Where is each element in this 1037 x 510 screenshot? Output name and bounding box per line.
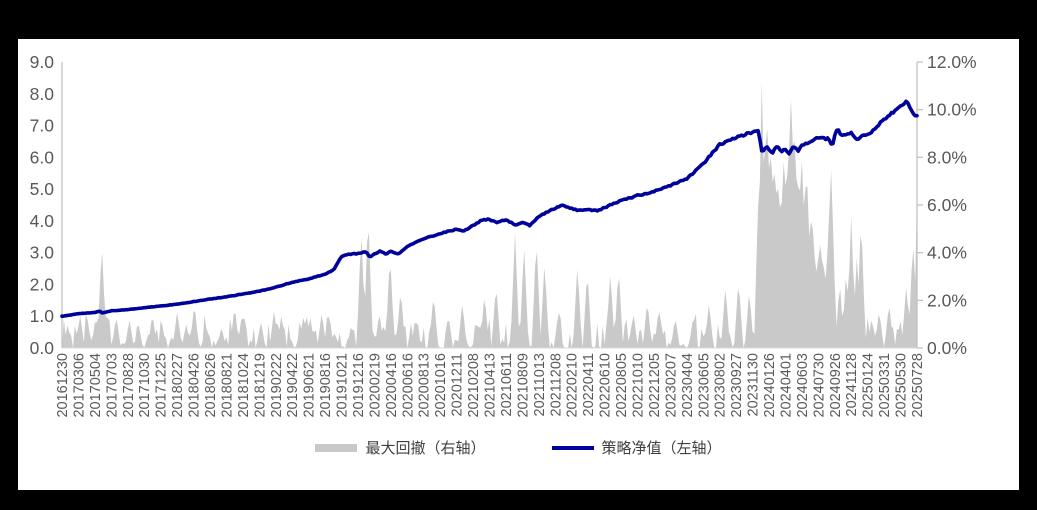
x-axis-tick-label: 20221010 xyxy=(630,353,646,418)
x-axis-tick-label: 20250728 xyxy=(910,353,926,418)
x-axis-tick-label: 20240126 xyxy=(762,353,778,418)
x-axis-tick-label: 20190222 xyxy=(269,353,285,418)
y-axis-tick-label: 0.0 xyxy=(30,338,55,358)
x-axis-tick-label: 20230207 xyxy=(663,353,679,418)
x-axis-tick-label: 20201211 xyxy=(450,353,466,416)
max-drawdown-area xyxy=(62,81,917,348)
x-axis-tick-label: 20211013 xyxy=(532,353,548,416)
x-axis-tick-label: 20240401 xyxy=(778,353,794,418)
x-axis-tick-label: 20191021 xyxy=(335,353,351,418)
drawdown-area-swatch xyxy=(315,443,358,452)
x-axis-tick-label: 20230927 xyxy=(729,353,745,418)
x-axis-tick-label: 20211208 xyxy=(548,353,564,416)
x-axis-tick-label: 20190816 xyxy=(318,353,334,418)
x-axis-tick-label: 20181219 xyxy=(252,353,268,418)
x-axis-tick-label: 20220610 xyxy=(598,353,614,418)
x-axis-tick-label: 20231130 xyxy=(746,353,762,416)
y-axis-tick-label: 3.0 xyxy=(30,243,55,263)
x-axis-tick-label: 20171030 xyxy=(137,353,153,418)
x-axis-tick-label: 20190422 xyxy=(285,353,301,418)
x-axis-tick-label: 20200219 xyxy=(367,353,383,418)
drawdown-nav-chart: 9.0 8.0 7.0 6.0 5.0 4.0 3.0 2.0 1.0 0.0 12.0% 10.0%… xyxy=(30,52,977,418)
legend-label-max-drawdown: 最大回撤（右轴） xyxy=(365,439,486,457)
y-axis-tick-label: 6.0 xyxy=(30,147,55,167)
x-axis-tick-label: 20180821 xyxy=(219,353,235,418)
x-axis-tick-label: 20171225 xyxy=(154,353,170,418)
x-axis-tick-label: 20200616 xyxy=(400,353,416,418)
x-axis-tick-label: 20230605 xyxy=(696,353,712,418)
y-axis-right-tick-label: 12.0% xyxy=(927,52,977,72)
x-axis-tick-label: 20201016 xyxy=(433,353,449,418)
x-axis-tick-label: 20190621 xyxy=(302,353,318,418)
x-axis-tick-label: 20220210 xyxy=(565,353,581,418)
x-axis-tick-label: 20230802 xyxy=(713,353,729,418)
x-axis-tick-label: 20170504 xyxy=(88,353,104,418)
nav-line-swatch xyxy=(551,445,594,450)
legend-item-max-drawdown: 最大回撤（右轴） xyxy=(315,437,486,458)
x-axis-tick-label: 20170306 xyxy=(71,353,87,418)
y-axis-right-tick-label: 10.0% xyxy=(927,100,977,120)
x-axis-tick-label: 20210611 xyxy=(499,353,515,416)
y-axis-tick-label: 1.0 xyxy=(30,306,55,326)
y-axis-tick-label: 5.0 xyxy=(30,179,55,199)
y-axis-tick-label: 4.0 xyxy=(30,211,55,231)
x-axis-tick-label: 20220411 xyxy=(581,353,597,416)
x-axis-tick-label: 20210413 xyxy=(483,353,499,418)
x-axis-tick-label: 20240926 xyxy=(828,353,844,418)
x-axis-tick-label: 20220805 xyxy=(614,353,630,418)
x-axis-tick-label: 20180426 xyxy=(187,353,203,418)
x-axis-tick-label: 20200416 xyxy=(384,353,400,418)
legend-item-nav: 策略净值（左轴） xyxy=(551,437,722,458)
x-axis-tick-label: 20250124 xyxy=(861,353,877,418)
legend-label-nav: 策略净值（左轴） xyxy=(601,439,722,457)
x-axis-tick-label: 20191216 xyxy=(351,353,367,418)
x-axis-tick-label: 20161230 xyxy=(55,353,71,418)
x-axis-tick-label: 20221205 xyxy=(647,353,663,418)
x-axis-tick-label: 20210208 xyxy=(466,353,482,418)
strategy-nav-line xyxy=(60,99,919,318)
x-axis-tick-label: 20200813 xyxy=(417,353,433,418)
x-axis-tick-label: 20170703 xyxy=(104,353,120,418)
y-axis-tick-label: 7.0 xyxy=(30,116,55,136)
x-axis-tick-label: 20240730 xyxy=(811,353,827,418)
x-axis-tick-label: 20240603 xyxy=(795,353,811,418)
y-axis-tick-label: 8.0 xyxy=(30,84,55,104)
x-axis-tick-label: 20180227 xyxy=(170,353,186,418)
y-axis-right-tick-label: 2.0% xyxy=(927,290,967,310)
y-axis-right-tick-label: 6.0% xyxy=(927,195,967,215)
chart-panel: 9.0 8.0 7.0 6.0 5.0 4.0 3.0 2.0 1.0 0.0 12.0% 10.0%… xyxy=(18,39,1019,490)
y-axis-right-tick-label: 4.0% xyxy=(927,243,967,263)
chart-legend: 最大回撤（右轴） 策略净值（左轴） xyxy=(18,437,1019,458)
x-axis-tick-label: 20170828 xyxy=(121,353,137,418)
x-axis-tick-label: 20241128 xyxy=(844,353,860,416)
x-axis-tick-label: 20210809 xyxy=(515,353,531,418)
x-axis-tick-label: 20181024 xyxy=(236,353,252,418)
x-axis-tick-label: 20180626 xyxy=(203,353,219,418)
y-axis-tick-label: 9.0 xyxy=(30,52,55,72)
x-axis-tick-label: 20250530 xyxy=(894,353,910,418)
x-axis-tick-label: 20250331 xyxy=(877,353,893,418)
y-axis-right-tick-label: 0.0% xyxy=(927,338,967,358)
y-axis-right-tick-label: 8.0% xyxy=(927,147,967,167)
x-axis-tick-label: 20230404 xyxy=(680,353,696,418)
y-axis-tick-label: 2.0 xyxy=(30,274,55,294)
